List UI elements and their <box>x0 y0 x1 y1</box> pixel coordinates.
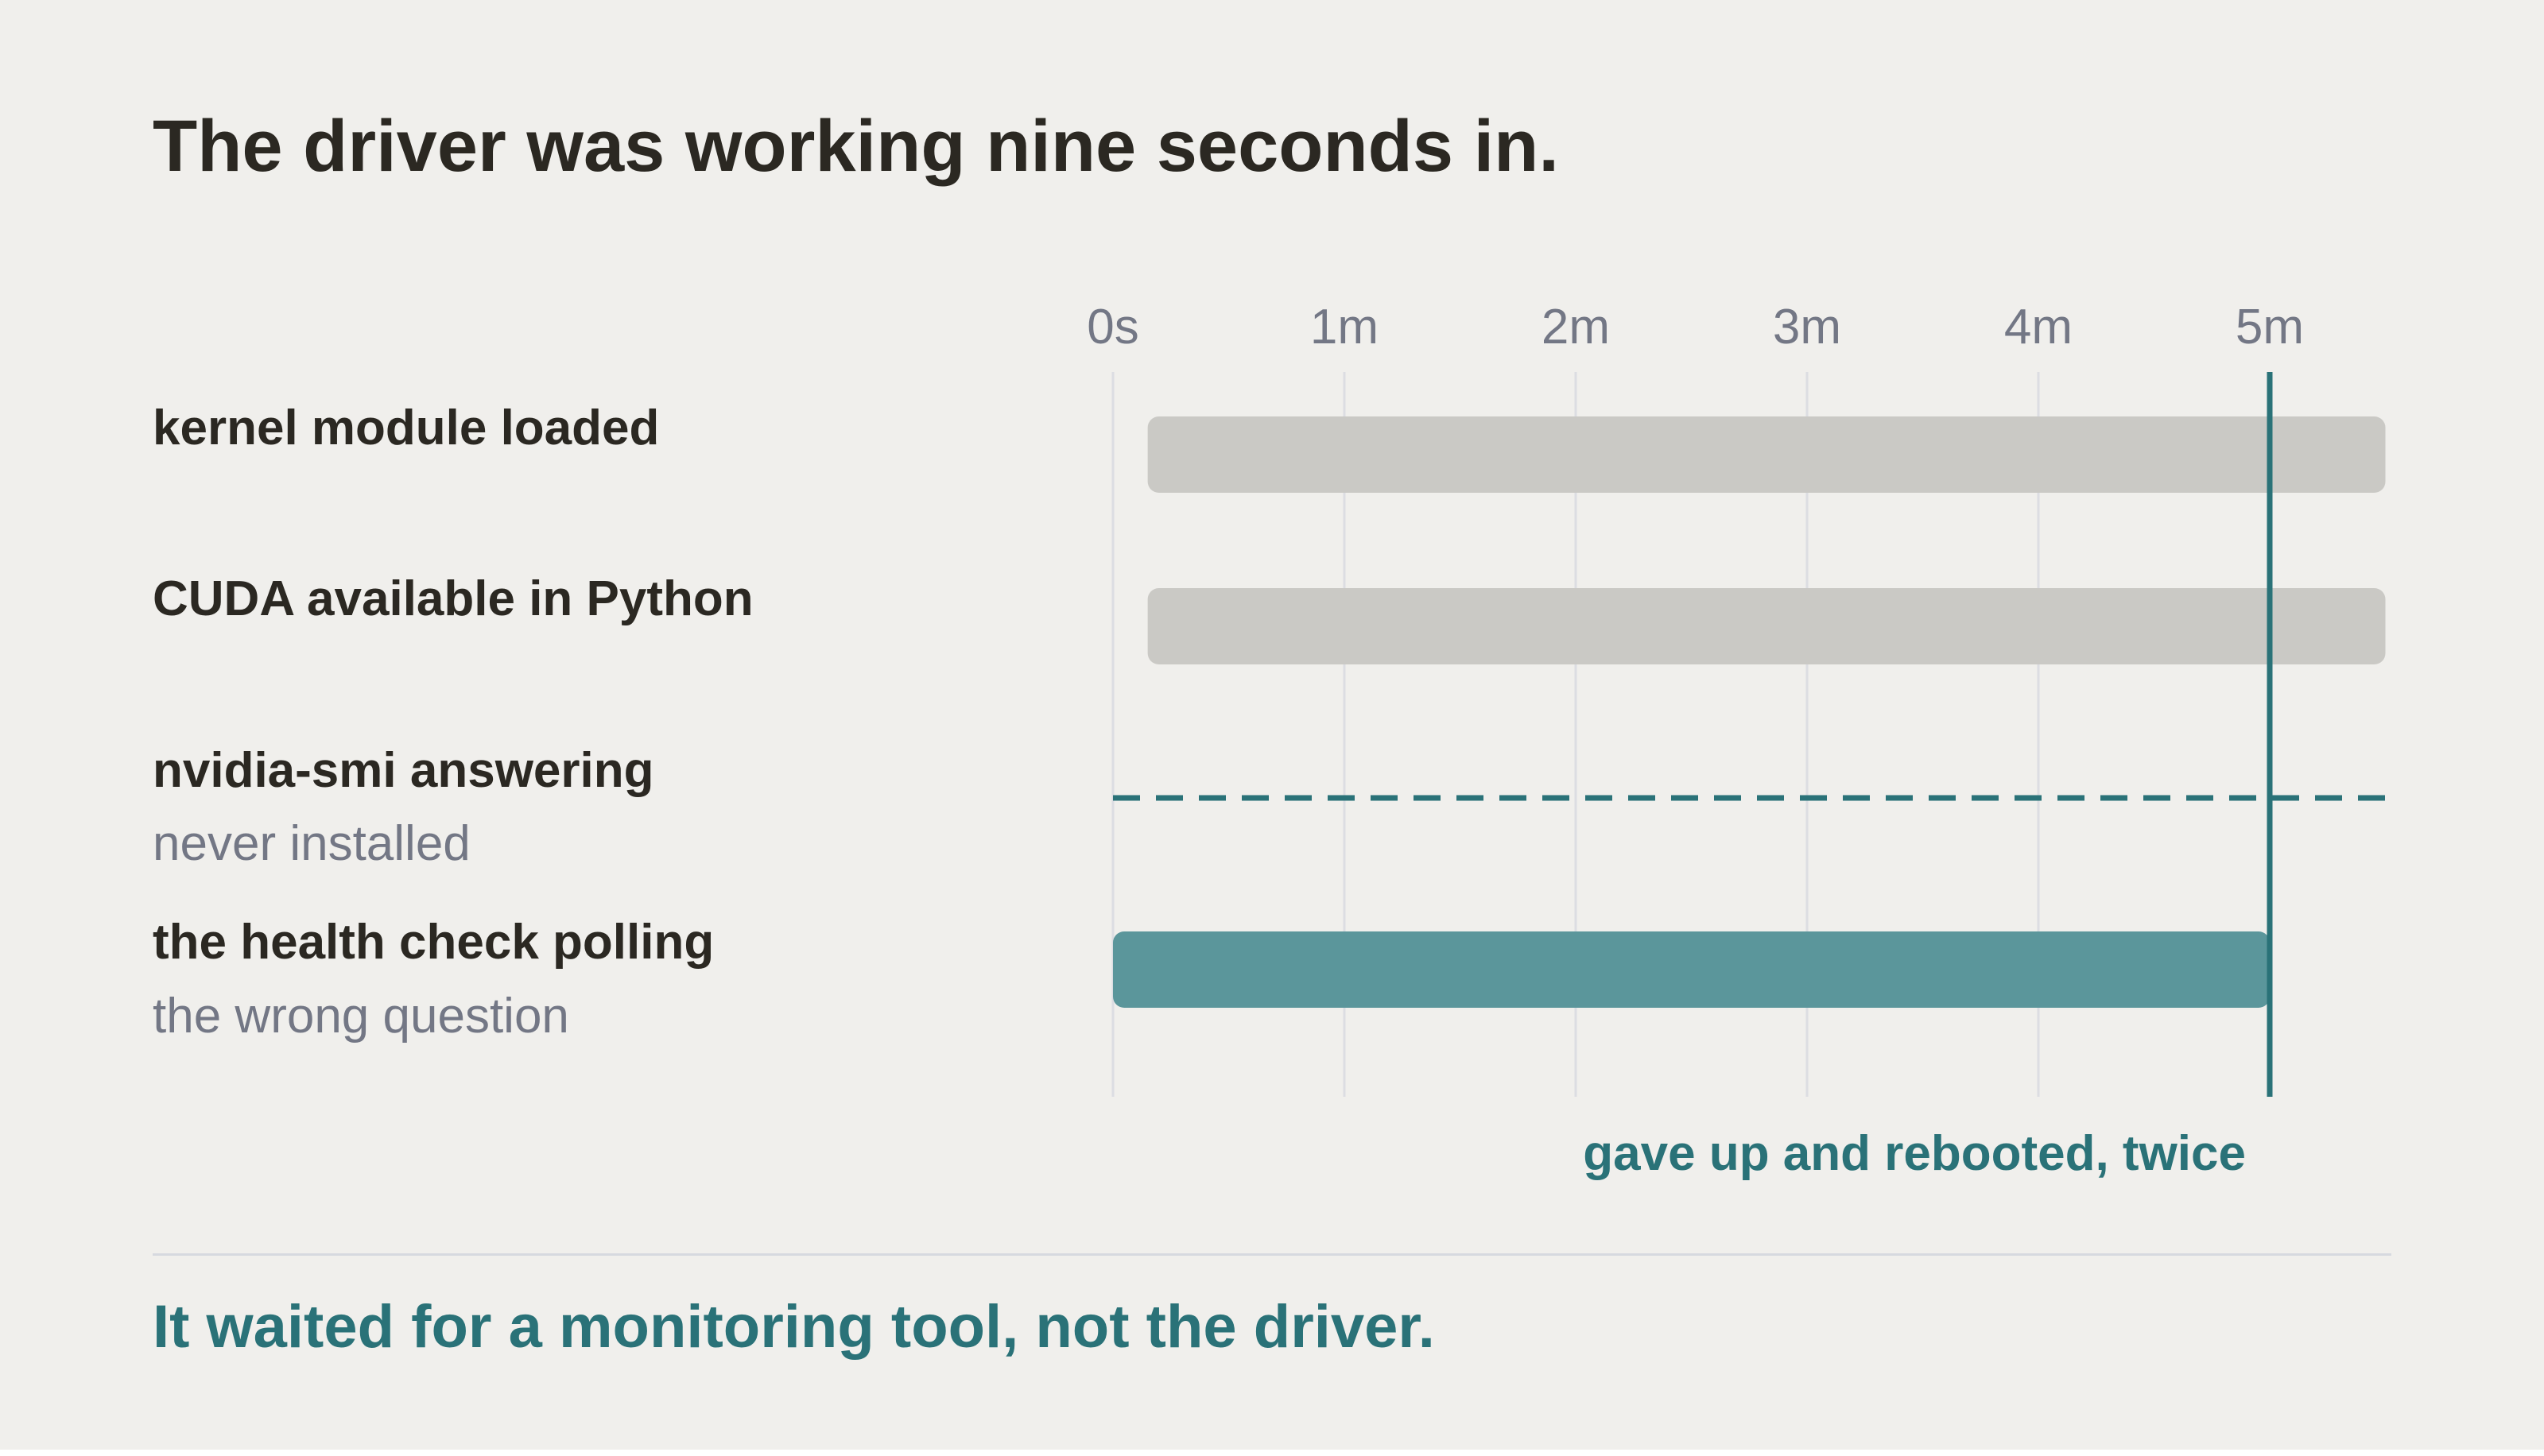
chart-footer-note: It waited for a monitoring tool, not the… <box>153 1293 1435 1361</box>
row-label-kernel-module: kernel module loaded <box>153 401 660 455</box>
bar-kernel-module-loaded <box>1147 416 2386 493</box>
bar-cuda-available-in-python <box>1147 588 2386 664</box>
chart-title: The driver was working nine seconds in. <box>153 106 1559 187</box>
x-tick-label-4m: 4m <box>2004 300 2073 354</box>
row-label-cuda-available: CUDA available in Python <box>153 571 754 626</box>
row-sublabel-nvidia-smi: never installed <box>153 816 471 871</box>
row-label-nvidia-smi: nvidia-smi answering <box>153 743 654 798</box>
row-sublabel-health-check: the wrong question <box>153 989 569 1044</box>
row-label-health-check: the health check polling <box>153 915 715 970</box>
bar-the-health-check-polling <box>1113 931 2270 1008</box>
marker-label: gave up and rebooted, twice <box>1583 1126 2246 1181</box>
x-tick-label-2m: 2m <box>1542 300 1610 354</box>
x-tick-label-0s: 0s <box>1087 300 1138 354</box>
x-tick-label-1m: 1m <box>1310 300 1379 354</box>
footer-divider <box>153 1253 2391 1256</box>
x-tick-label-3m: 3m <box>1773 300 1841 354</box>
x-tick-label-5m: 5m <box>2236 300 2304 354</box>
